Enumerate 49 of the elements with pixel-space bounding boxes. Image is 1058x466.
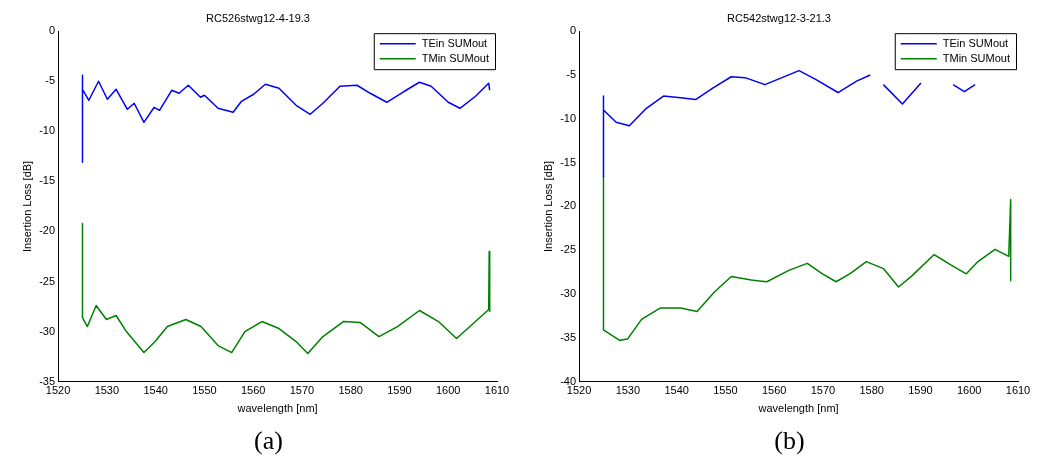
y-tick-label: -30 [559, 287, 576, 300]
y-tick-label: -25 [559, 243, 576, 256]
y-tick-label: 0 [569, 24, 576, 37]
legend-label: TEin SUMout [421, 36, 487, 49]
x-tick-label: 1610 [1005, 384, 1030, 397]
y-tick-label: -15 [38, 174, 55, 187]
x-tick-label: 1530 [94, 384, 119, 397]
x-tick-label: 1540 [663, 384, 689, 397]
x-tick-label: 1610 [484, 384, 509, 397]
y-tick-label: -5 [565, 68, 576, 81]
y-tick-label: -5 [44, 74, 55, 87]
x-tick-label: 1600 [435, 384, 460, 397]
x-tick-label: 1590 [907, 384, 933, 397]
chart-title: RC542stwg12-3-21.3 [726, 11, 831, 24]
y-tick-label: -10 [38, 124, 55, 137]
y-tick-label: -20 [38, 224, 55, 237]
x-tick-label: 1550 [191, 384, 217, 397]
y-tick-label: -15 [559, 155, 576, 168]
text: (b) [774, 426, 805, 456]
y-tick-label: -35 [38, 374, 55, 387]
y-tick-label: -35 [559, 330, 576, 343]
legend-label: TMin SUMout [421, 51, 489, 64]
y-axis-title: Insertion Loss [dB] [20, 160, 33, 252]
x-tick-label: 1600 [956, 384, 981, 397]
x-tick-label: 1520 [45, 384, 70, 397]
y-axis-title: Insertion Loss [dB] [541, 160, 554, 252]
x-tick-label: 1590 [386, 384, 412, 397]
x-tick-label: 1570 [810, 384, 835, 397]
x-tick-label: 1560 [240, 384, 265, 397]
y-tick-label: 0 [48, 24, 55, 37]
x-tick-label: 1580 [858, 384, 884, 397]
y-tick-label: -40 [559, 374, 576, 387]
x-tick-label: 1570 [289, 384, 314, 397]
x-tick-label: 1540 [142, 384, 168, 397]
y-tick-label: -25 [38, 274, 55, 287]
y-tick-label: -10 [559, 111, 576, 124]
y-tick-label: -20 [559, 199, 576, 212]
x-axis-title: wavelength [nm] [756, 402, 839, 415]
x-tick-label: 1550 [712, 384, 738, 397]
x-axis-title: wavelength [nm] [235, 402, 318, 415]
x-tick-label: 1520 [566, 384, 591, 397]
x-tick-label: 1560 [761, 384, 786, 397]
x-tick-label: 1580 [337, 384, 363, 397]
x-tick-label: 1530 [615, 384, 640, 397]
y-tick-label: -30 [38, 324, 55, 337]
chart-title: RC526stwg12-4-19.3 [205, 11, 310, 24]
text: (a) [254, 426, 283, 456]
legend-label: TMin SUMout [942, 51, 1010, 64]
legend-label: TEin SUMout [942, 36, 1008, 49]
